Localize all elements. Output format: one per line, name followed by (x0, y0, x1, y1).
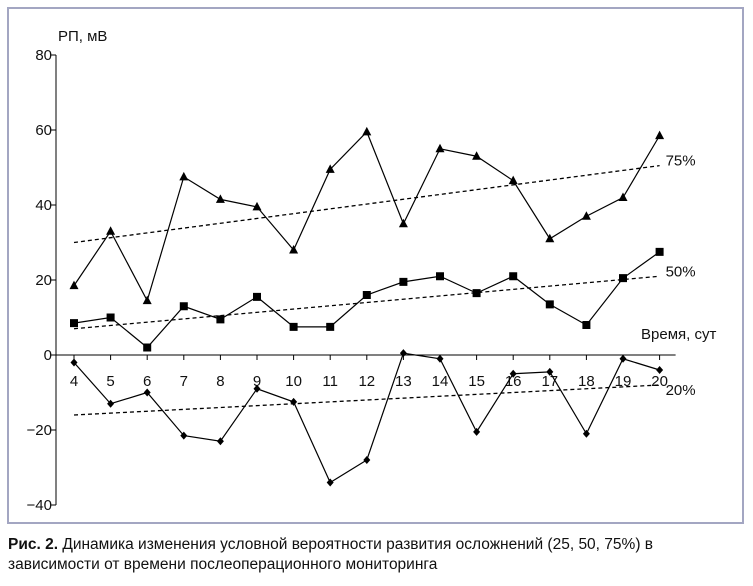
point-marker-diamond (180, 431, 188, 440)
point-marker-square (619, 274, 627, 283)
point-marker-square (179, 302, 188, 311)
y-axis-title: РП, мВ (58, 28, 107, 45)
point-marker-diamond (436, 354, 444, 363)
point-marker-triangle (252, 201, 262, 211)
x-tick-label: 6 (143, 373, 151, 390)
caption-text: Динамика изменения условной вероятности … (8, 536, 654, 573)
point-marker-square (143, 343, 152, 352)
point-marker-diamond (326, 478, 334, 487)
point-marker-square (472, 289, 481, 298)
x-tick-label: 18 (578, 373, 595, 390)
point-marker-triangle (545, 233, 555, 243)
x-tick-label: 17 (541, 373, 558, 390)
point-marker-triangle (325, 164, 335, 173)
point-marker-diamond (253, 384, 261, 393)
point-marker-triangle (362, 126, 372, 136)
point-marker-triangle (398, 218, 408, 228)
point-marker-square (362, 291, 371, 299)
y-tick-label: 60 (35, 122, 52, 139)
point-marker-triangle (508, 175, 518, 185)
point-marker-square (289, 322, 298, 331)
y-tick-label: 20 (35, 272, 52, 289)
point-marker-diamond (216, 437, 224, 446)
series-line-75 (73, 130, 661, 303)
point-marker-square (655, 247, 664, 256)
point-marker-square (545, 300, 554, 309)
y-tick-label: −20 (27, 422, 52, 439)
x-tick-label: 11 (322, 373, 338, 390)
point-marker-square (216, 315, 225, 324)
point-marker-diamond (656, 366, 664, 374)
x-tick-label: 4 (70, 373, 78, 390)
point-marker-square (253, 292, 261, 301)
y-tick-label: 40 (35, 197, 52, 214)
x-tick-label: 7 (180, 373, 188, 390)
series-label-20: 20% (666, 382, 696, 399)
point-marker-square (509, 272, 518, 281)
point-marker-square (106, 313, 115, 322)
x-tick-label: 10 (285, 373, 302, 390)
trend-line-50 (73, 275, 660, 330)
point-marker-triangle (289, 245, 299, 254)
point-marker-triangle (618, 192, 628, 201)
point-marker-square (399, 277, 408, 286)
series-label-50: 50% (666, 263, 696, 280)
point-marker-diamond (70, 358, 78, 367)
y-tick-label: 80 (35, 47, 52, 64)
point-marker-triangle (142, 295, 152, 305)
point-marker-square (436, 272, 444, 281)
point-marker-triangle (215, 194, 225, 203)
point-marker-diamond (290, 397, 298, 406)
x-tick-label: 12 (358, 373, 375, 390)
x-axis-title: Время, сут (641, 326, 716, 343)
point-marker-triangle (435, 143, 445, 153)
point-marker-triangle (179, 171, 189, 181)
point-marker-diamond (473, 427, 481, 436)
point-marker-diamond (546, 367, 554, 376)
figure-caption: Рис. 2. Динамика изменения условной веро… (8, 535, 745, 575)
point-marker-triangle (472, 151, 482, 160)
point-marker-square (326, 322, 335, 331)
chart-frame (7, 7, 744, 524)
point-marker-diamond (619, 354, 627, 363)
x-tick-label: 14 (432, 373, 449, 390)
x-tick-label: 8 (216, 373, 224, 390)
point-marker-triangle (655, 130, 665, 140)
x-tick-label: 19 (615, 373, 632, 390)
point-marker-diamond (363, 456, 371, 464)
point-marker-triangle (581, 211, 591, 220)
x-tick-label: 5 (106, 373, 114, 390)
series-line-50 (73, 251, 660, 349)
point-marker-triangle (69, 280, 79, 290)
point-marker-diamond (107, 399, 115, 408)
x-tick-label: 15 (468, 373, 485, 390)
x-tick-label: 9 (253, 373, 261, 390)
y-tick-label: −40 (27, 497, 52, 514)
x-tick-label: 13 (395, 373, 412, 390)
point-marker-diamond (399, 349, 407, 358)
point-marker-diamond (582, 429, 590, 438)
point-marker-square (582, 321, 591, 329)
point-marker-diamond (509, 369, 517, 378)
x-tick-label: 16 (505, 373, 522, 390)
series-label-75: 75% (666, 153, 696, 170)
point-marker-diamond (143, 388, 151, 397)
chart: 80 60 40 20 0 −20 −40 4 5 6 7 8 9 10 11 12 13 14 15 16 17 18 1… (27, 28, 717, 514)
point-marker-square (70, 319, 78, 328)
point-marker-triangle (106, 226, 116, 235)
trend-line-75 (73, 164, 660, 244)
caption-label: Рис. 2. (8, 536, 59, 553)
y-tick-label: 0 (44, 347, 52, 364)
